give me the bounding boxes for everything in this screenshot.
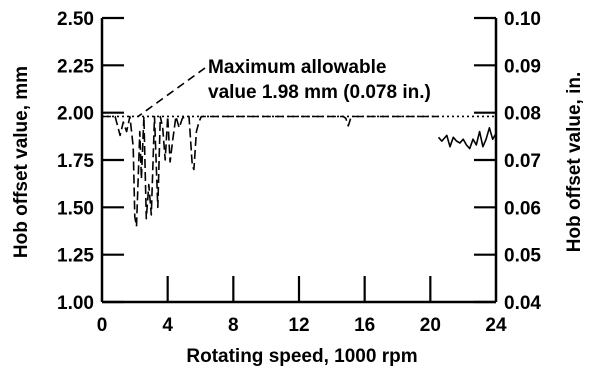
- y-tick-label: 1.25: [57, 246, 94, 267]
- y-tick-label: 2.25: [57, 56, 94, 77]
- y2-tick-label: 0.05: [504, 246, 541, 267]
- y2-axis-title: Hob offset value, in.: [564, 72, 585, 253]
- series-line-2: [437, 127, 497, 150]
- y-axis-title: Hob offset value, mm: [11, 66, 32, 258]
- y2-tick-label: 0.07: [504, 151, 541, 172]
- x-tick-label: 16: [354, 315, 375, 336]
- y-tick-label: 2.00: [57, 104, 94, 125]
- axis-ticks: 0 4 8 12 16 20 24 1.00 1.25 1.50 1.75 2.00 2.25 2.50 0…: [57, 9, 541, 336]
- x-axis-title: Rotating speed, 1000 rpm: [186, 346, 417, 367]
- y-tick-label: 1.75: [57, 151, 94, 172]
- x-tick-label: 8: [228, 315, 239, 336]
- annotation-pointer: [137, 67, 206, 118]
- annotation-line-1: Maximum allowable: [208, 57, 386, 78]
- y-tick-label: 2.50: [57, 9, 94, 30]
- annotation-line-2: value 1.98 mm (0.078 in.): [208, 82, 431, 103]
- x-tick-label: 12: [288, 315, 309, 336]
- annotation: Maximum allowable value 1.98 mm (0.078 i…: [137, 57, 431, 118]
- y2-tick-label: 0.06: [504, 198, 541, 219]
- x-tick-label: 20: [420, 315, 441, 336]
- series-line-1: [102, 115, 439, 228]
- x-tick-label: 0: [97, 315, 108, 336]
- y2-tick-label: 0.09: [504, 56, 541, 77]
- y-tick-label: 1.00: [57, 293, 94, 314]
- y2-tick-label: 0.04: [504, 293, 541, 314]
- y-tick-label: 1.50: [57, 198, 94, 219]
- y2-tick-label: 0.10: [504, 9, 541, 30]
- x-tick-label: 24: [485, 315, 507, 336]
- series-group: [102, 115, 497, 228]
- x-tick-label: 4: [162, 315, 173, 336]
- y2-tick-label: 0.08: [504, 104, 541, 125]
